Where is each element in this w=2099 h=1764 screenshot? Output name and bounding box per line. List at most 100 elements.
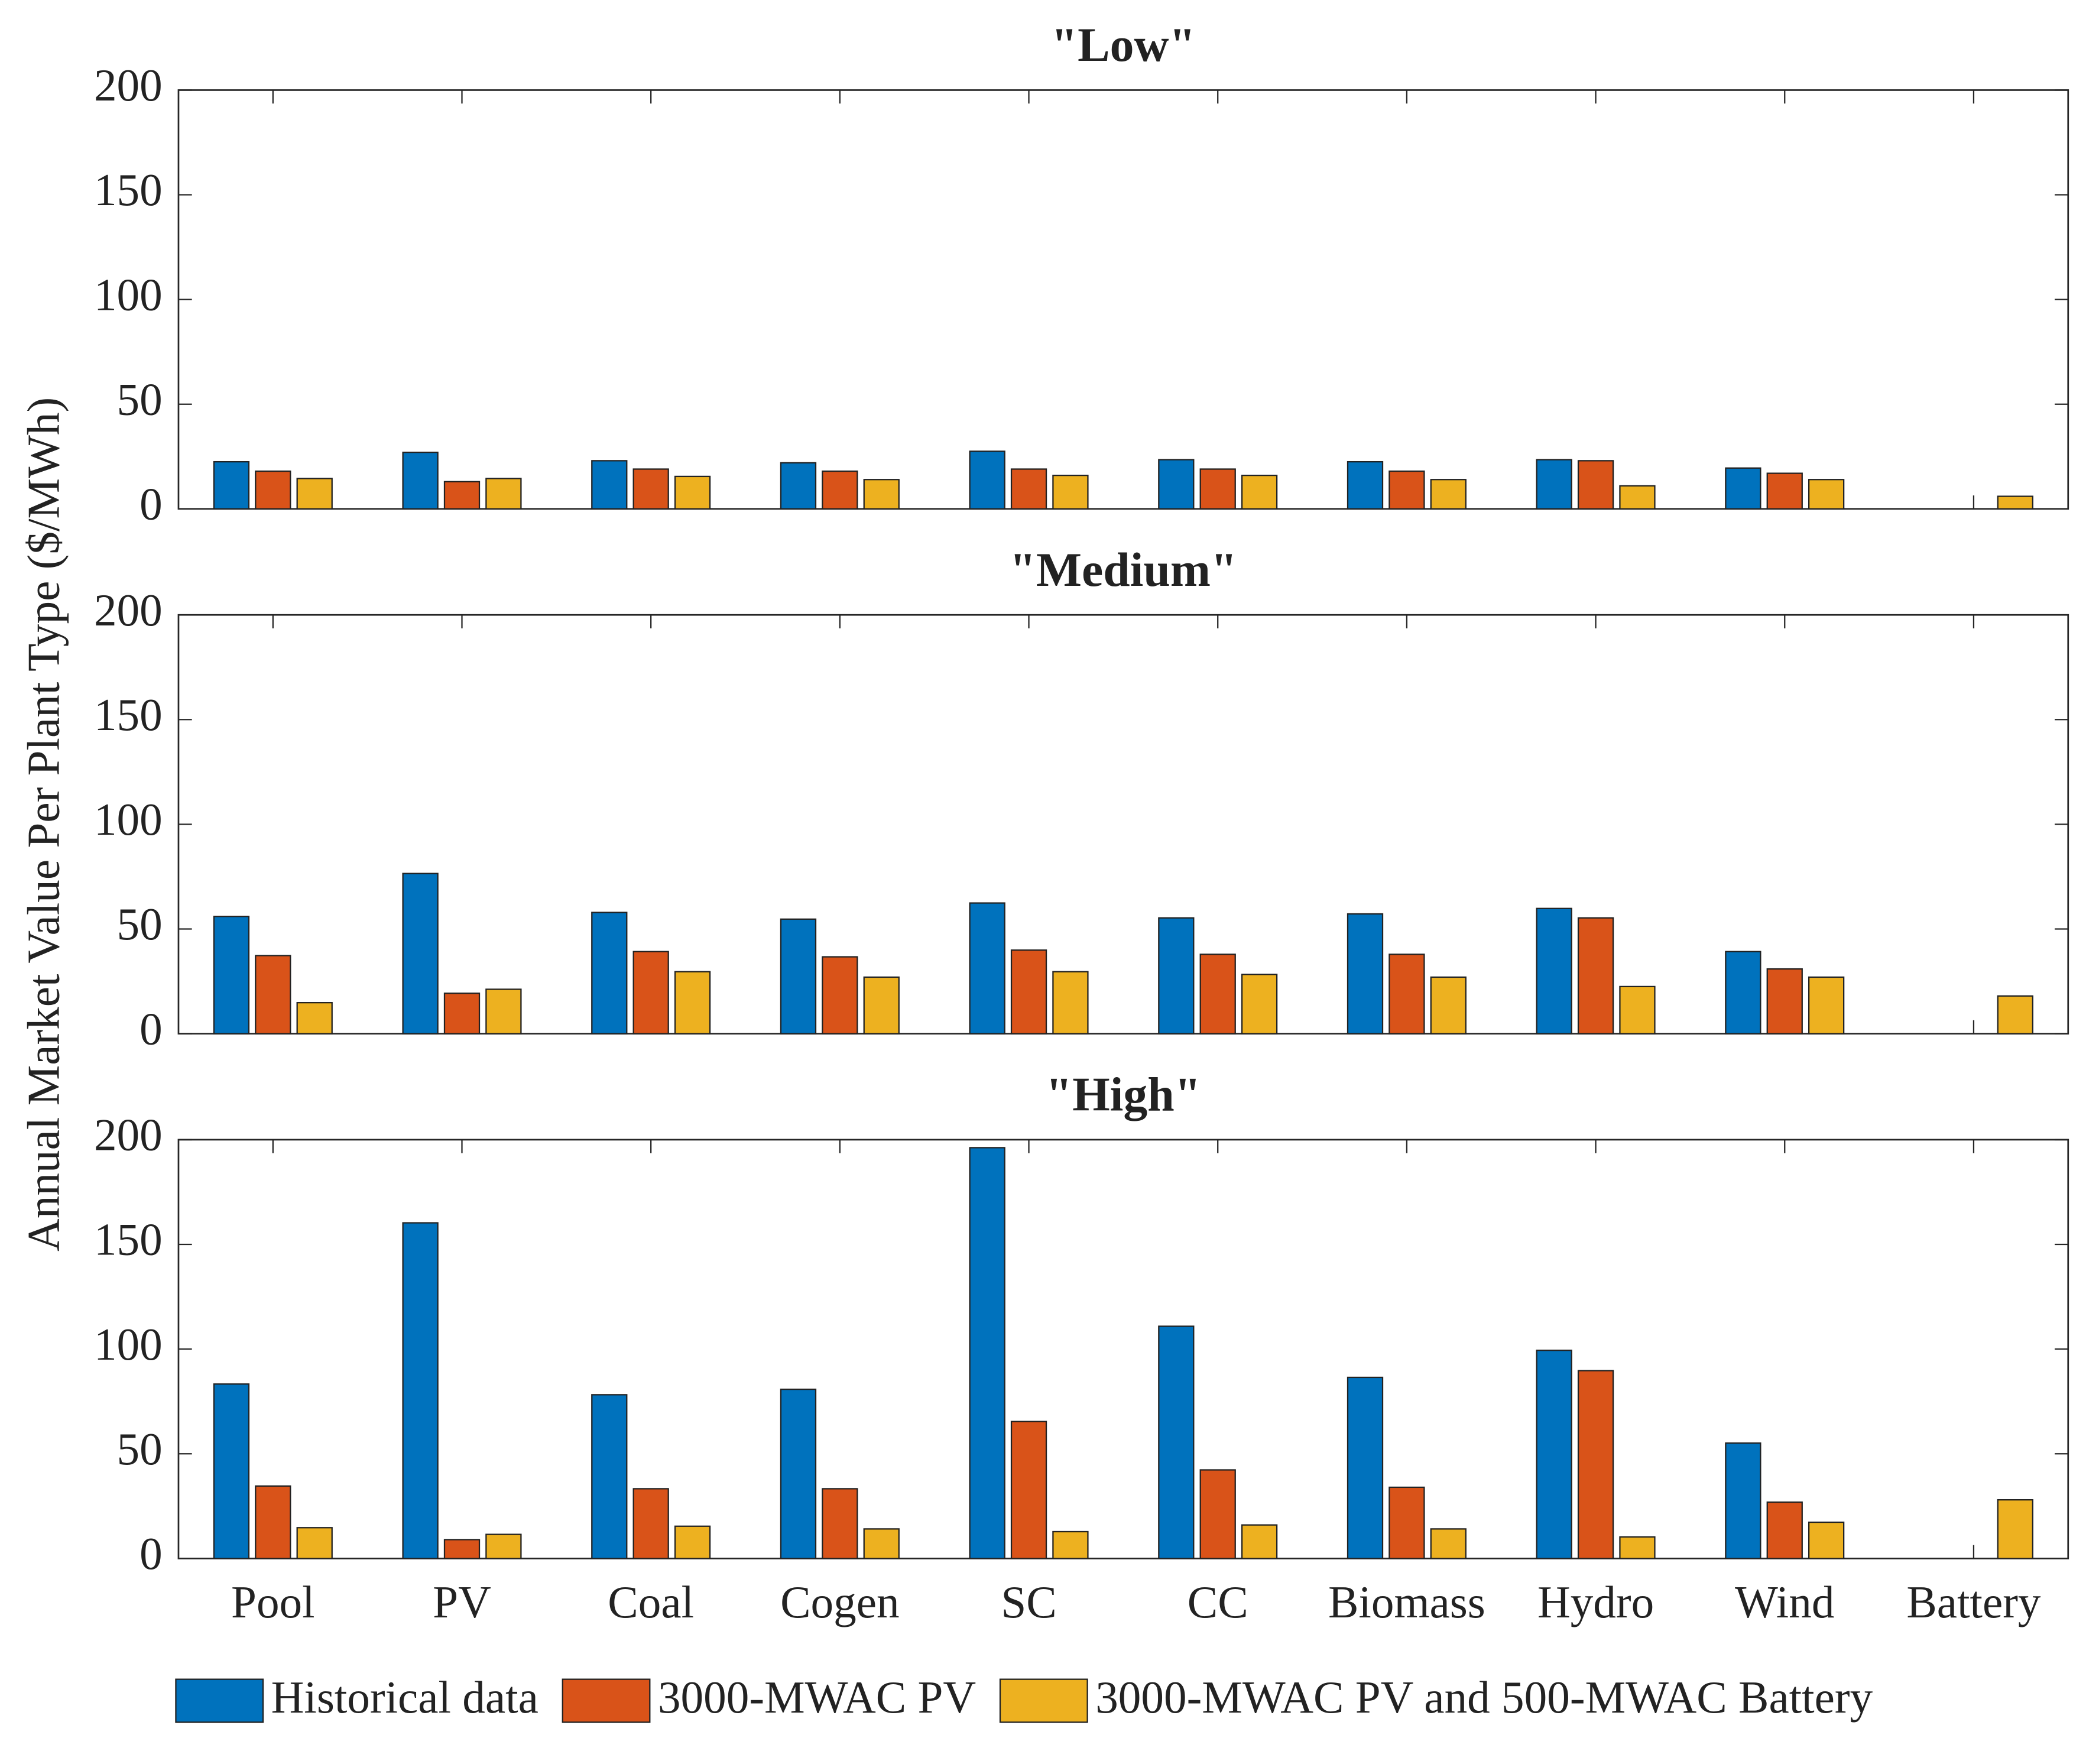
bar [1430,479,1467,510]
y-tick-label: 0 [139,1528,163,1579]
bar [822,1488,858,1559]
legend-label: 3000-MWAC PV and 500-MWAC Battery [1095,1672,1873,1723]
x-tick-label: Hydro [1537,1577,1654,1627]
bar [296,1002,333,1035]
y-tick-label: 200 [94,60,163,111]
bar [1010,1421,1047,1559]
x-tick-label: Pool [231,1577,315,1627]
bar [255,955,291,1035]
legend-label: Historical data [271,1672,538,1723]
bar [1052,971,1089,1035]
bar [591,912,628,1035]
bar [863,479,900,510]
bar [674,1525,711,1559]
bar [1536,1350,1572,1559]
bar [1766,968,1803,1035]
bar [591,1394,628,1559]
bar [780,918,817,1035]
legend-label: 3000-MWAC PV [658,1672,976,1723]
x-tick-label: Coal [608,1577,694,1627]
bar [1241,974,1278,1035]
y-tick-label: 150 [94,164,163,215]
bar [632,1488,669,1559]
bar [969,450,1005,510]
y-tick-label: 0 [139,479,163,530]
bar [1808,1521,1845,1559]
y-tick-label: 150 [94,1214,163,1265]
bar [1430,1528,1467,1559]
bar [1619,485,1656,510]
y-tick-label: 50 [117,374,163,424]
bar [632,468,669,510]
bar [780,462,817,510]
bar [1199,468,1236,510]
chart-title: "Low" [1051,18,1196,72]
bar [1997,1499,2033,1559]
bar [1347,913,1384,1035]
chart-title: "Medium" [1009,543,1237,596]
bar [213,461,250,510]
bar [296,478,333,510]
y-tick-label: 0 [139,1003,163,1054]
bar [1997,495,2033,510]
bar [969,902,1005,1035]
bar [969,1147,1005,1559]
bar [443,993,481,1035]
bar [402,452,439,510]
bar [1388,1486,1425,1559]
bar [591,460,628,510]
bar [1577,460,1614,510]
bar [1577,1370,1614,1559]
bar [443,481,481,510]
x-tick-label: CC [1188,1577,1248,1627]
bar [1725,951,1761,1035]
bar [674,971,711,1035]
legend-swatch [999,1678,1088,1723]
bar [296,1527,333,1559]
bar [1347,461,1384,510]
bar [1619,1536,1656,1559]
bar [1052,475,1089,510]
legend-swatch [175,1678,264,1723]
bar [213,916,250,1035]
y-tick-label: 150 [94,689,163,740]
bar [1158,459,1195,510]
bar [822,956,858,1035]
bar [674,475,711,510]
bar [213,1383,250,1559]
bar [1536,907,1572,1035]
bar [1808,976,1845,1035]
y-tick-label: 100 [94,1319,163,1370]
bar [402,1222,439,1559]
bar [1766,472,1803,510]
y-tick-label: 200 [94,1110,163,1160]
plot-area [177,89,2069,510]
y-tick-label: 100 [94,794,163,845]
bar [1010,949,1047,1035]
x-tick-label: SC [1001,1577,1056,1627]
x-tick-label: Battery [1906,1577,2041,1627]
bar [1199,954,1236,1035]
bar [255,470,291,510]
bar [863,1528,900,1559]
bar [255,1485,291,1559]
y-tick-label: 50 [117,899,163,949]
bar [485,988,522,1035]
bar [1199,1469,1236,1559]
bar [443,1539,481,1559]
bar [1388,954,1425,1035]
bar [863,976,900,1035]
bar [1725,1442,1761,1559]
bar [1619,985,1656,1035]
bar [1388,470,1425,510]
bar [780,1388,817,1559]
y-tick-label: 50 [117,1423,163,1474]
y-axis-label: Annual Market Value Per Plant Type ($/MW… [18,397,69,1251]
bar [1241,475,1278,510]
bar [402,873,439,1035]
bar [1808,479,1845,510]
bar [1430,976,1467,1035]
legend-swatch [562,1678,651,1723]
